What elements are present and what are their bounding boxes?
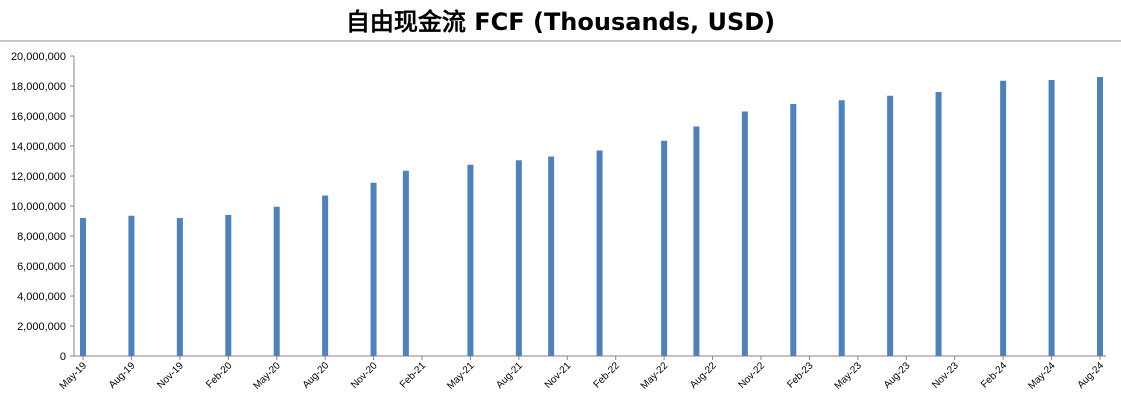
x-tick-label: Nov-21 bbox=[543, 360, 574, 391]
x-tick-label: May-20 bbox=[251, 360, 283, 392]
bar bbox=[1097, 77, 1103, 356]
bar bbox=[661, 140, 668, 356]
x-tick-label: Nov-19 bbox=[155, 360, 186, 391]
bar bbox=[225, 215, 232, 356]
x-tick-label: Aug-22 bbox=[688, 360, 719, 391]
x-tick-label: Aug-24 bbox=[1076, 360, 1107, 391]
bar bbox=[838, 100, 845, 356]
bar bbox=[1048, 80, 1055, 356]
bar bbox=[741, 111, 748, 356]
y-tick-label: 0 bbox=[60, 351, 66, 363]
x-tick-label: May-19 bbox=[58, 360, 90, 392]
x-tick-label: Feb-22 bbox=[592, 360, 622, 390]
y-tick-label: 4,000,000 bbox=[17, 291, 66, 303]
y-tick-label: 8,000,000 bbox=[17, 231, 66, 243]
bar bbox=[1000, 80, 1007, 356]
bar bbox=[887, 95, 894, 356]
x-tick-label: Aug-19 bbox=[107, 360, 138, 391]
bar bbox=[790, 104, 797, 356]
bar bbox=[322, 195, 329, 356]
x-tick-label: Nov-20 bbox=[349, 360, 380, 391]
bar bbox=[402, 170, 409, 356]
x-tick-label: May-21 bbox=[445, 360, 477, 392]
bar bbox=[176, 218, 183, 356]
x-tick-label: Feb-20 bbox=[204, 360, 234, 390]
x-tick-label: Nov-22 bbox=[737, 360, 768, 391]
x-tick-label: May-24 bbox=[1026, 360, 1058, 392]
bar bbox=[596, 150, 603, 356]
x-tick-label: Aug-21 bbox=[494, 360, 525, 391]
y-tick-label: 12,000,000 bbox=[11, 171, 66, 183]
y-tick-label: 16,000,000 bbox=[11, 111, 66, 123]
bar bbox=[128, 215, 135, 356]
bar bbox=[693, 126, 700, 356]
x-tick-label: May-22 bbox=[639, 360, 671, 392]
y-tick-label: 2,000,000 bbox=[17, 321, 66, 333]
x-tick-label: Nov-23 bbox=[930, 360, 961, 391]
y-tick-label: 14,000,000 bbox=[11, 141, 66, 153]
y-tick-label: 10,000,000 bbox=[11, 201, 66, 213]
y-tick-label: 6,000,000 bbox=[17, 261, 66, 273]
bar bbox=[935, 92, 942, 356]
y-tick-label: 18,000,000 bbox=[11, 81, 66, 93]
bar bbox=[80, 218, 86, 356]
bar bbox=[467, 164, 474, 356]
x-tick-label: May-23 bbox=[833, 360, 865, 392]
bar bbox=[370, 182, 377, 356]
y-tick-label: 20,000,000 bbox=[11, 51, 66, 63]
x-tick-label: Feb-23 bbox=[785, 360, 815, 390]
bar bbox=[273, 206, 280, 356]
chart-title: 自由现金流 FCF (Thousands, USD) bbox=[345, 8, 776, 36]
x-tick-label: Aug-20 bbox=[301, 360, 332, 391]
bar bbox=[515, 160, 522, 356]
x-tick-label: Feb-24 bbox=[979, 360, 1009, 390]
x-tick-label: Feb-21 bbox=[398, 360, 428, 390]
x-tick-label: Aug-23 bbox=[882, 360, 913, 391]
bar bbox=[548, 156, 555, 356]
